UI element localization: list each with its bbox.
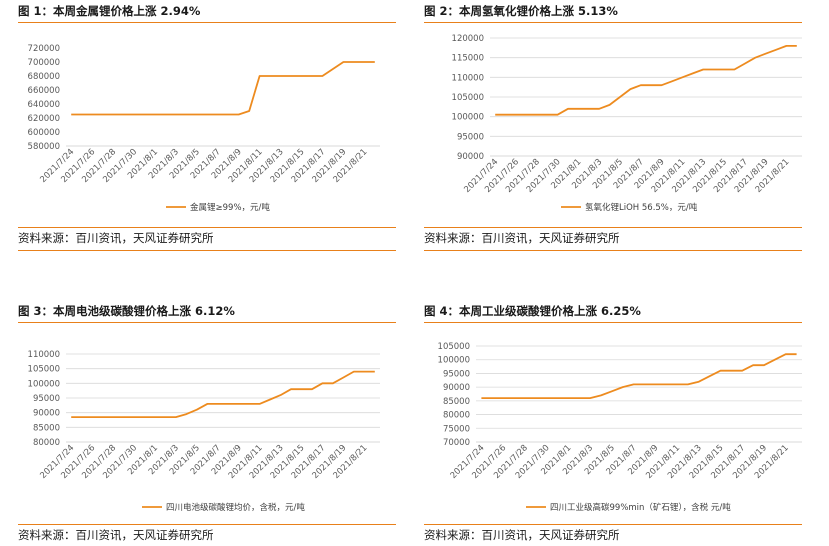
y-tick-label: 115000 — [452, 54, 484, 64]
y-tick-label: 720000 — [28, 44, 60, 54]
y-tick-label: 680000 — [28, 72, 60, 82]
source-rule-top — [18, 524, 396, 525]
figure-2-title: 图 2：本周氢氧化锂价格上涨 5.13% — [424, 4, 618, 18]
source-rule-top — [424, 227, 802, 228]
chart-svg: 70000 75000 80000 85000 90000 95000 100000 1050… — [438, 342, 802, 513]
y-tick-label: 90000 — [443, 383, 470, 393]
series-line — [71, 61, 375, 116]
title-rule — [424, 22, 802, 23]
figure-2-source: 资料来源：百川资讯，天风证券研究所 — [424, 231, 620, 245]
series-line — [495, 44, 797, 116]
chart-svg: 580000 600000 620000 640000 660000 680000 7000… — [28, 44, 380, 213]
source-rule-bottom — [424, 250, 802, 251]
y-tick-label: 105000 — [452, 93, 484, 103]
panel-4: 图 4：本周工业级碳酸锂价格上涨 6.25% 70000 75000 80000 85… — [424, 300, 802, 546]
legend-label: 四川工业级高碳99%min（矿石锂），含税 元/吨 — [550, 502, 731, 513]
chart-svg: 8000085000900009500010000010500011000020… — [28, 350, 380, 513]
y-tick-label: 100000 — [28, 379, 60, 389]
y-tick-label: 110000 — [452, 73, 484, 83]
chart-1: 580000 600000 620000 640000 660000 680000 7000… — [18, 28, 396, 224]
chart-3: 80000 85000 90000 95000 100000 105000 110000 20… — [18, 328, 396, 524]
legend-label: 四川电池级碳酸锂均价，含税，元/吨 — [166, 502, 305, 513]
figure-1-source: 资料来源：百川资讯，天风证券研究所 — [18, 231, 214, 245]
series-line — [481, 353, 797, 399]
y-tick-label: 85000 — [443, 397, 470, 407]
y-tick-label: 700000 — [28, 58, 60, 68]
y-tick-label: 640000 — [28, 100, 60, 110]
chart-svg: 90000 95000 100000 105000 110000 115000 120000… — [452, 34, 802, 213]
panel-2: 图 2：本周氢氧化锂价格上涨 5.13% 90000 95000 100000 105… — [424, 0, 802, 252]
series-line — [71, 370, 375, 418]
y-tick-label: 100000 — [438, 356, 470, 366]
chart-4: 70000 75000 80000 85000 90000 95000 100000 1050… — [424, 328, 802, 524]
source-rule-top — [18, 227, 396, 228]
y-tick-label: 600000 — [28, 128, 60, 138]
panel-1: 图 1：本周金属锂价格上涨 2.94% 580000 600000 620000 64… — [18, 0, 396, 252]
figure-3-title: 图 3：本周电池级碳酸锂价格上涨 6.12% — [18, 304, 235, 318]
legend-label: 金属锂≥99%，元/吨 — [190, 202, 270, 213]
source-rule-bottom — [18, 250, 396, 251]
y-tick-label: 75000 — [443, 424, 470, 434]
legend-label: 氢氧化锂LiOH 56.5%，元/吨 — [585, 202, 698, 213]
y-tick-label: 80000 — [33, 438, 60, 448]
y-tick-label: 660000 — [28, 86, 60, 96]
y-tick-label: 90000 — [457, 152, 484, 162]
figure-1-title: 图 1：本周金属锂价格上涨 2.94% — [18, 4, 201, 18]
title-rule — [18, 22, 396, 23]
figure-4-title: 图 4：本周工业级碳酸锂价格上涨 6.25% — [424, 304, 641, 318]
y-tick-label: 105000 — [28, 365, 60, 375]
chart-2: 90000 95000 100000 105000 110000 115000 120000… — [424, 28, 802, 224]
y-tick-label: 95000 — [443, 369, 470, 379]
y-tick-label: 95000 — [457, 132, 484, 142]
y-tick-label: 90000 — [33, 409, 60, 419]
title-rule — [424, 322, 802, 323]
figure-3-source: 资料来源：百川资讯，天风证券研究所 — [18, 528, 214, 542]
y-tick-label: 620000 — [28, 114, 60, 124]
y-tick-label: 95000 — [33, 394, 60, 404]
y-tick-label: 120000 — [452, 34, 484, 44]
y-tick-label: 70000 — [443, 438, 470, 448]
y-tick-label: 580000 — [28, 142, 60, 152]
y-tick-label: 85000 — [33, 423, 60, 433]
figure-4-source: 资料来源：百川资讯，天风证券研究所 — [424, 528, 620, 542]
y-tick-label: 110000 — [28, 350, 60, 360]
title-rule — [18, 322, 396, 323]
y-tick-label: 105000 — [438, 342, 470, 352]
panel-3: 图 3：本周电池级碳酸锂价格上涨 6.12% 80000 85000 90000 95… — [18, 300, 396, 546]
y-tick-label: 100000 — [452, 113, 484, 123]
y-tick-label: 80000 — [443, 411, 470, 421]
source-rule-top — [424, 524, 802, 525]
